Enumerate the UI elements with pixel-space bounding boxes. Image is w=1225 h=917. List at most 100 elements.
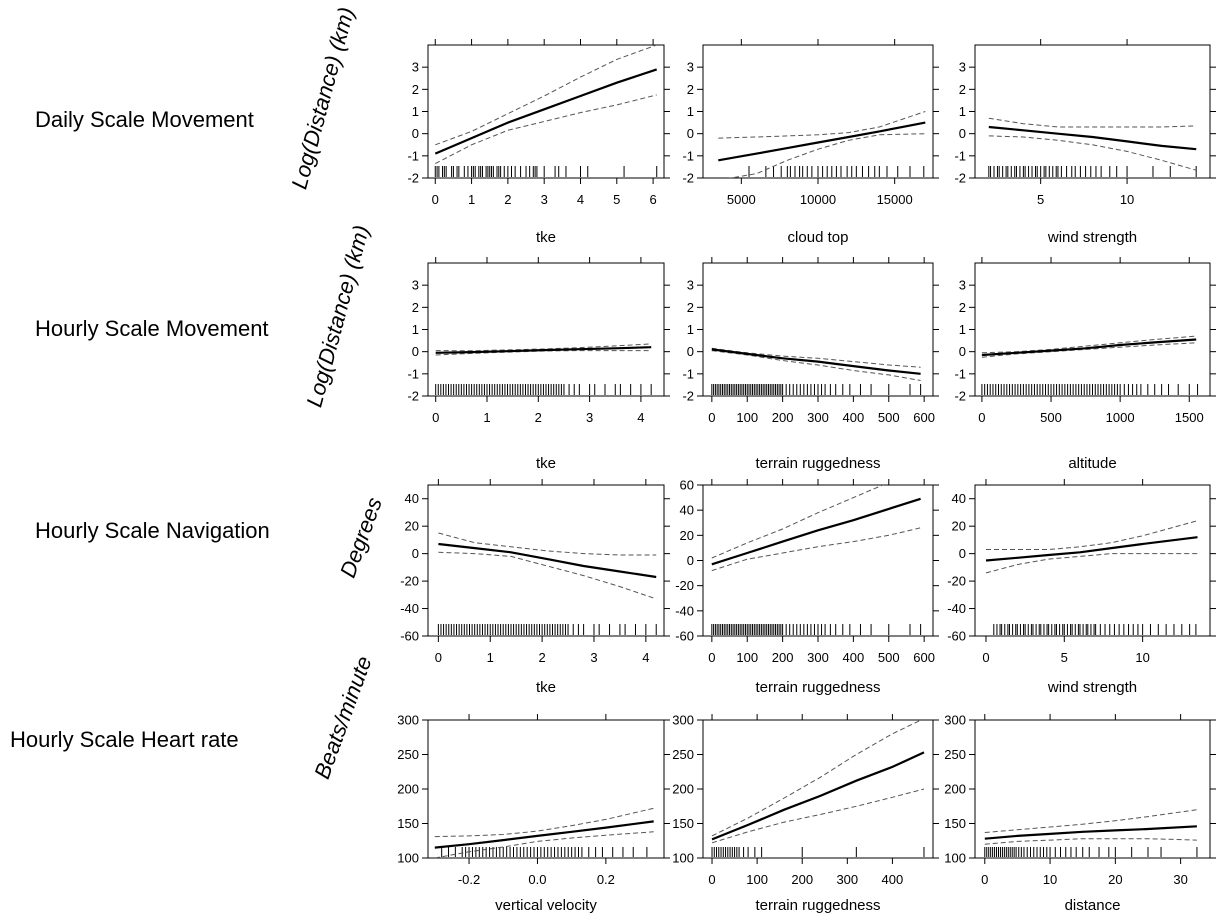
plot-area [711,347,922,395]
panel-frame [427,44,665,179]
y-tick-label: -2 [954,389,966,404]
y-tick-label: -2 [407,171,419,186]
panel-frame [702,262,934,397]
x-tick-label: 0 [978,410,985,425]
x-tick-label: 1 [483,410,490,425]
y-tick-label: 100 [672,851,694,866]
ci-upper-line [438,532,657,556]
panel-frame [974,262,1211,397]
x-axis-label: terrain ruggedness [755,679,880,696]
plot-area [988,117,1197,177]
y-tick-label: -40 [947,601,966,616]
y-tick-label: -1 [407,366,419,381]
y-tick-label: 2 [412,300,419,315]
ci-lower-line [438,551,657,600]
x-tick-label: 10 [1135,650,1149,665]
y-tick-label: 200 [672,782,694,797]
y-axis-label-row-3: Degrees [335,494,387,581]
x-axis-label: altitude [1068,455,1116,472]
x-tick-label: 2 [504,192,511,207]
x-tick-label: 10 [1043,872,1057,887]
plot-area [985,520,1198,635]
ci-upper-line [435,45,657,146]
ci-lower-line [981,342,1197,358]
x-tick-label: 500 [878,410,900,425]
y-tick-label: 300 [397,713,419,728]
panel-frame [974,44,1211,179]
x-tick-label: 300 [807,410,829,425]
x-tick-label: 200 [772,650,794,665]
x-tick-label: 10000 [800,192,836,207]
y-tick-label: 3 [687,278,694,293]
y-tick-label: 250 [672,747,694,762]
x-tick-label: 0.0 [528,872,546,887]
fit-line [988,125,1197,151]
x-tick-label: 0 [432,410,439,425]
x-tick-label: 5 [1037,192,1044,207]
fit-line [981,338,1197,357]
ci-upper-line [718,111,926,139]
x-tick-label: 15000 [877,192,913,207]
panel-3-2: 0 100 200 300 400 500 600 -60 -40 -20 0 20 40 60 terra… [675,478,939,696]
ci-lower-line [988,135,1197,171]
fit-line [711,751,925,841]
x-tick-label: 400 [843,650,865,665]
y-tick-label: 200 [397,782,419,797]
y-tick-label: 0 [687,126,694,141]
x-tick-label: 1500 [1175,410,1204,425]
row-label-hourly-movement: Hourly Scale Movement [35,316,269,341]
fit-line [435,346,652,354]
y-tick-label: 0 [959,546,966,561]
y-tick-label: -20 [675,578,694,593]
x-tick-label: 5 [613,192,620,207]
row-label-daily-movement: Daily Scale Movement [35,107,254,132]
x-tick-label: 300 [836,872,858,887]
panel-2-2: 0 100 200 300 400 500 600 -2 -1 0 1 2 3 terrain rugge… [682,257,939,472]
x-axis-label: distance [1065,897,1121,914]
plot-area [984,809,1198,857]
y-tick-label: 200 [944,782,966,797]
y-tick-label: 40 [680,503,694,518]
y-tick-label: 1 [687,322,694,337]
x-tick-label: 400 [882,872,904,887]
y-tick-label: 3 [687,60,694,75]
panel-frame [427,484,665,637]
x-tick-label: 4 [637,410,644,425]
x-tick-label: 200 [791,872,813,887]
x-axis-label: wind strength [1047,679,1137,696]
x-tick-label: -0.2 [458,872,480,887]
x-axis-label: tke [536,229,556,246]
y-tick-label: 40 [405,491,419,506]
y-tick-label: 0 [412,126,419,141]
ci-lower-line [985,553,1198,574]
x-tick-label: 0 [981,872,988,887]
fit-line [718,121,926,162]
y-tick-label: 3 [412,60,419,75]
ci-lower-line [711,527,921,572]
panel-2-3: 0 500 1000 1500 -2 -1 0 1 2 3 altitude [954,257,1216,472]
y-axis-label-row-2: Log(Distance) (km) [301,222,374,409]
plot-area [434,45,658,177]
y-tick-label: 1 [687,104,694,119]
y-tick-label: -60 [947,629,966,644]
y-tick-label: 2 [959,300,966,315]
ci-lower-line [711,350,921,381]
y-tick-label: -1 [407,148,419,163]
y-tick-label: -20 [947,574,966,589]
ci-lower-line [728,133,926,178]
fit-line [985,536,1198,562]
panel-1-2: 5000 10000 15000 -2 -1 0 1 2 3 cloud top [682,39,939,246]
plot-area [435,343,652,395]
y-tick-label: 2 [687,300,694,315]
ci-upper-line [711,485,885,559]
y-tick-label: -1 [954,366,966,381]
x-tick-label: 600 [913,410,935,425]
y-tick-label: -2 [682,171,694,186]
ci-upper-line [984,809,1197,833]
plot-area [437,532,657,635]
fit-line [438,542,657,579]
x-tick-label: 100 [746,872,768,887]
y-tick-label: 3 [959,278,966,293]
x-tick-label: 3 [586,410,593,425]
